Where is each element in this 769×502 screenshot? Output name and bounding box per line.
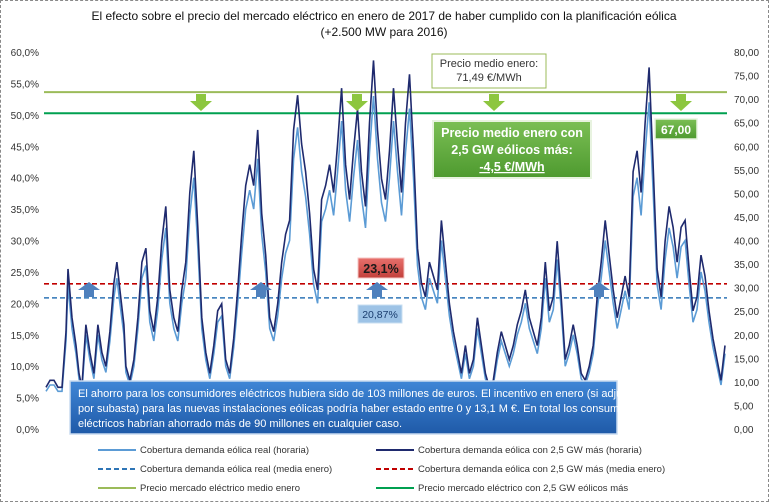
- series-line-real-hourly: [45, 95, 726, 394]
- avg-more-value: 23,1%: [363, 262, 398, 276]
- info-line-2: por subasta) para las nuevas instalacion…: [78, 403, 650, 415]
- avg-real-value: 20,87%: [362, 309, 398, 321]
- savings-callout-line2: 2,5 GW eólicos más:: [451, 143, 573, 157]
- right-tick-label: 20,00: [734, 331, 759, 342]
- right-axis-ticks: 80,00 75,00 70,00 65,00 60,00 55,00 50,00 45,00…: [734, 48, 759, 436]
- left-tick-label: 55,0%: [11, 79, 39, 90]
- price-callout-line2: 71,49 €/MWh: [456, 72, 521, 84]
- right-tick-label: 80,00: [734, 48, 759, 59]
- right-tick-label: 45,00: [734, 213, 759, 224]
- right-tick-label: 50,00: [734, 189, 759, 200]
- arrow-down-icon: [670, 94, 692, 111]
- left-tick-label: 20,0%: [11, 299, 39, 310]
- right-tick-label: 70,00: [734, 95, 759, 106]
- left-tick-label: 45,0%: [11, 142, 39, 153]
- right-tick-label: 55,00: [734, 166, 759, 177]
- arrow-up-icon: [78, 282, 100, 297]
- left-tick-label: 15,0%: [11, 331, 39, 342]
- avg-more-label: 23,1%: [357, 257, 405, 279]
- savings-callout-line1: Precio medio enero con: [441, 126, 583, 140]
- left-tick-label: 50,0%: [11, 111, 39, 122]
- legend-label-price-real: Precio mercado eléctrico medio enero: [140, 483, 300, 494]
- legend-label-more-avg: Cobertura demanda eólica con 2,5 GW más …: [418, 464, 665, 475]
- right-tick-label: 25,00: [734, 307, 759, 318]
- price-callout-box: Precio medio enero: 71,49 €/MWh: [431, 53, 547, 89]
- legend: Cobertura demanda eólica real (horaria) …: [98, 445, 665, 494]
- left-tick-label: 30,0%: [11, 237, 39, 248]
- right-tick-label: 0,00: [734, 425, 754, 436]
- right-tick-label: 40,00: [734, 237, 759, 248]
- right-tick-label: 10,00: [734, 378, 759, 389]
- left-tick-label: 0,0%: [16, 425, 39, 436]
- info-line-1: El ahorro para los consumidores eléctric…: [78, 388, 655, 400]
- arrow-up-icon: [366, 282, 388, 297]
- left-tick-label: 40,0%: [11, 174, 39, 185]
- arrow-up-icon: [250, 282, 272, 297]
- price-callout-line1: Precio medio enero:: [440, 58, 538, 70]
- right-tick-label: 60,00: [734, 142, 759, 153]
- left-tick-label: 60,0%: [11, 48, 39, 59]
- new-price-label: 67,00: [654, 118, 698, 140]
- legend-label-real-hourly: Cobertura demanda eólica real (horaria): [140, 445, 309, 456]
- avg-real-label: 20,87%: [357, 304, 403, 324]
- arrow-down-icon: [483, 94, 505, 111]
- series-line-more-hourly: [45, 60, 726, 390]
- chart-title: El efecto sobre el precio del mercado el…: [91, 9, 676, 23]
- right-tick-label: 30,00: [734, 284, 759, 295]
- info-callout-box: El ahorro para los consumidores eléctric…: [69, 380, 655, 435]
- left-tick-label: 10,0%: [11, 362, 39, 373]
- left-tick-label: 35,0%: [11, 205, 39, 216]
- savings-callout-line3: -4,5 €/MWh: [479, 160, 544, 174]
- arrow-up-icon: [588, 282, 610, 297]
- legend-label-price-more: Precio mercado eléctrico con 2,5 GW eóli…: [418, 483, 628, 494]
- new-price-value: 67,00: [661, 123, 691, 137]
- arrow-down-icon: [190, 94, 212, 111]
- legend-label-real-avg: Cobertura demanda eólica real (media ene…: [140, 464, 332, 475]
- chart-subtitle: (+2.500 MW para 2016): [320, 25, 447, 39]
- left-axis-ticks: 60,0% 55,0% 50,0% 45,0% 40,0% 35,0% 30,0% 25,0%…: [11, 48, 39, 436]
- info-line-3: eléctricos habrían ahorrado más de 90 mi…: [78, 418, 402, 430]
- savings-callout-box: Precio medio enero con 2,5 GW eólicos má…: [432, 120, 592, 179]
- right-tick-label: 65,00: [734, 119, 759, 130]
- arrow-down-icon: [346, 94, 368, 111]
- right-tick-label: 75,00: [734, 72, 759, 83]
- left-tick-label: 5,0%: [16, 394, 39, 405]
- right-tick-label: 15,00: [734, 354, 759, 365]
- right-tick-label: 35,00: [734, 260, 759, 271]
- right-tick-label: 5,00: [734, 401, 754, 412]
- left-tick-label: 25,0%: [11, 268, 39, 279]
- legend-label-more-hourly: Cobertura demanda eólica con 2,5 GW más …: [418, 445, 642, 456]
